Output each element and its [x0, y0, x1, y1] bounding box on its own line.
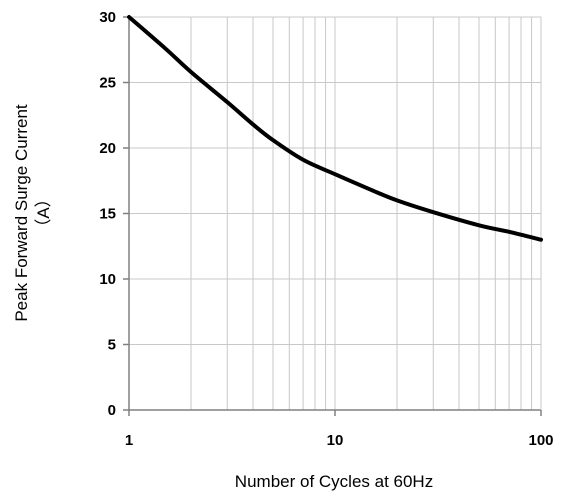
series-layer — [127, 15, 543, 242]
axes — [123, 16, 542, 416]
tick-labels: 0 5 10 15 20 25 30 1 10 100 — [99, 9, 553, 449]
y-axis-label-line2: （A） — [34, 190, 53, 235]
y-tick-label: 20 — [99, 140, 116, 157]
y-tick-label: 5 — [108, 337, 116, 354]
y-axis-label-line1: Peak Forward Surge Current — [12, 104, 31, 322]
y-tick-label: 0 — [108, 402, 116, 419]
x-tick-label: 100 — [528, 432, 553, 449]
x-axis-label: Number of Cycles at 60Hz — [235, 472, 433, 491]
y-tick-label: 10 — [99, 271, 116, 288]
series-line — [127, 15, 543, 242]
y-tick-label: 30 — [99, 9, 116, 26]
x-tick-label: 1 — [125, 432, 133, 449]
y-tick-label: 25 — [99, 75, 116, 92]
y-tick-label: 15 — [99, 206, 116, 223]
grid — [129, 16, 541, 410]
x-tick-label: 10 — [327, 432, 344, 449]
